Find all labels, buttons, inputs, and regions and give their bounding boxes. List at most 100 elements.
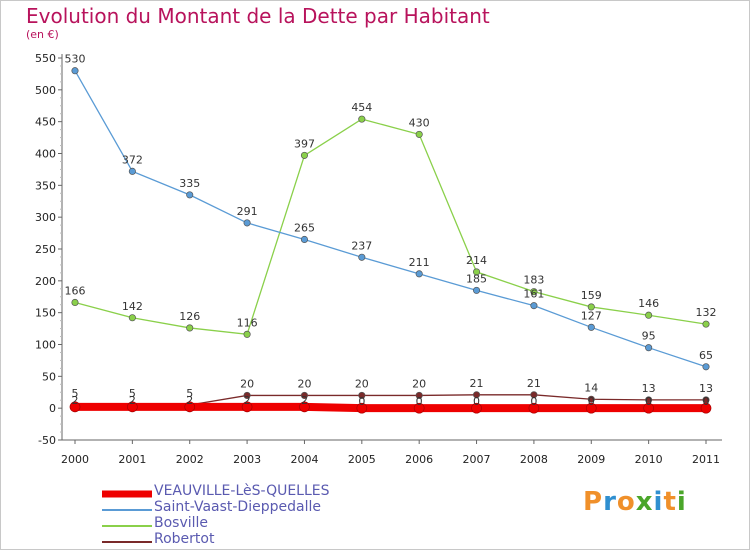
data-point [530, 288, 538, 296]
data-label: 183 [523, 274, 544, 287]
data-point [299, 401, 310, 413]
data-point [71, 67, 79, 75]
data-label: 5 [72, 387, 79, 400]
data-label: 0 [645, 395, 652, 408]
y-tick-label: -50 [38, 434, 56, 447]
data-point [300, 151, 309, 159]
data-label: 291 [237, 205, 258, 218]
y-tick-label: 550 [35, 52, 56, 65]
data-point [702, 363, 710, 371]
data-label: 5 [129, 387, 136, 400]
data-label: 2 [301, 394, 308, 407]
x-tick-label: 2007 [463, 453, 491, 466]
data-label: 335 [179, 177, 200, 190]
data-label: 142 [122, 300, 143, 313]
series-line [74, 70, 707, 368]
data-label: 265 [294, 221, 315, 234]
data-point [358, 115, 366, 123]
y-tick-label: 50 [42, 370, 56, 383]
logo-letter: i [653, 487, 664, 517]
data-point [415, 270, 423, 278]
data-label: 116 [237, 316, 258, 329]
data-label: 2 [129, 394, 136, 407]
data-label: 397 [294, 137, 315, 150]
data-point [186, 324, 194, 332]
legend-label: VEAUVILLE-LèS-QUELLES [154, 483, 330, 499]
data-point [471, 402, 482, 414]
data-label: 20 [355, 377, 369, 390]
y-tick-label: 300 [35, 211, 56, 224]
x-tick-label: 2004 [290, 453, 318, 466]
x-tick-label: 2010 [635, 453, 663, 466]
legend-label: Robertot [154, 531, 215, 547]
data-label: 65 [699, 349, 713, 362]
data-point [645, 311, 653, 319]
data-point [645, 344, 653, 352]
data-point [528, 402, 540, 414]
data-point [243, 330, 251, 338]
data-point [128, 314, 136, 322]
data-label: 0 [416, 395, 423, 408]
y-tick-label: 100 [35, 339, 56, 352]
data-label: 20 [240, 377, 254, 390]
x-tick-label: 2009 [577, 453, 605, 466]
data-label: 161 [523, 288, 544, 301]
data-point [358, 253, 366, 261]
proxiti-logo: Proxiti [583, 487, 687, 517]
y-tick-label: 150 [35, 307, 56, 320]
data-label: 13 [699, 382, 713, 395]
y-tick-label: 350 [35, 179, 56, 192]
data-label: 2 [186, 394, 193, 407]
x-tick-label: 2011 [692, 453, 720, 466]
x-tick-label: 2002 [176, 453, 204, 466]
legend-label: Saint-Vaast-Dieppedalle [154, 499, 321, 515]
legend-swatch [102, 525, 152, 527]
data-label: 0 [703, 395, 710, 408]
data-point [128, 167, 136, 175]
data-label: 159 [581, 289, 602, 302]
data-label: 211 [409, 256, 430, 269]
legend-swatch [102, 490, 152, 498]
data-point [356, 402, 368, 414]
x-tick-label: 2003 [233, 453, 261, 466]
data-point [243, 219, 251, 227]
data-point [69, 401, 81, 413]
data-label: 0 [358, 395, 365, 408]
data-point [472, 268, 481, 276]
logo-letter: x [635, 487, 654, 517]
data-point [413, 402, 425, 414]
logo-letter: t [663, 487, 677, 517]
data-label: 454 [351, 101, 372, 114]
data-point [587, 303, 595, 311]
x-tick-label: 2008 [520, 453, 548, 466]
data-point [184, 401, 196, 413]
data-label: 2 [72, 394, 79, 407]
legend-swatch [102, 509, 152, 511]
data-point [415, 130, 423, 138]
data-point [472, 286, 481, 294]
data-point [587, 323, 595, 331]
data-label: 146 [638, 297, 659, 310]
legend-swatch [102, 541, 152, 543]
data-label: 2 [244, 394, 251, 407]
data-point [300, 235, 309, 244]
data-label: 14 [584, 381, 598, 394]
data-point [530, 391, 538, 399]
data-point [71, 298, 79, 307]
data-point [127, 401, 138, 413]
x-tick-label: 2005 [348, 453, 376, 466]
y-tick-label: 200 [35, 275, 56, 288]
data-label: 372 [122, 153, 143, 166]
logo-letter: o [616, 487, 636, 517]
chart-subtitle: (en €) [26, 28, 59, 41]
data-label: 237 [351, 239, 372, 252]
data-point [300, 391, 309, 399]
data-point [700, 402, 712, 414]
data-label: 5 [186, 387, 193, 400]
series-line [74, 118, 707, 336]
data-label: 95 [642, 330, 656, 343]
data-label: 13 [642, 382, 656, 395]
data-point [643, 402, 654, 414]
